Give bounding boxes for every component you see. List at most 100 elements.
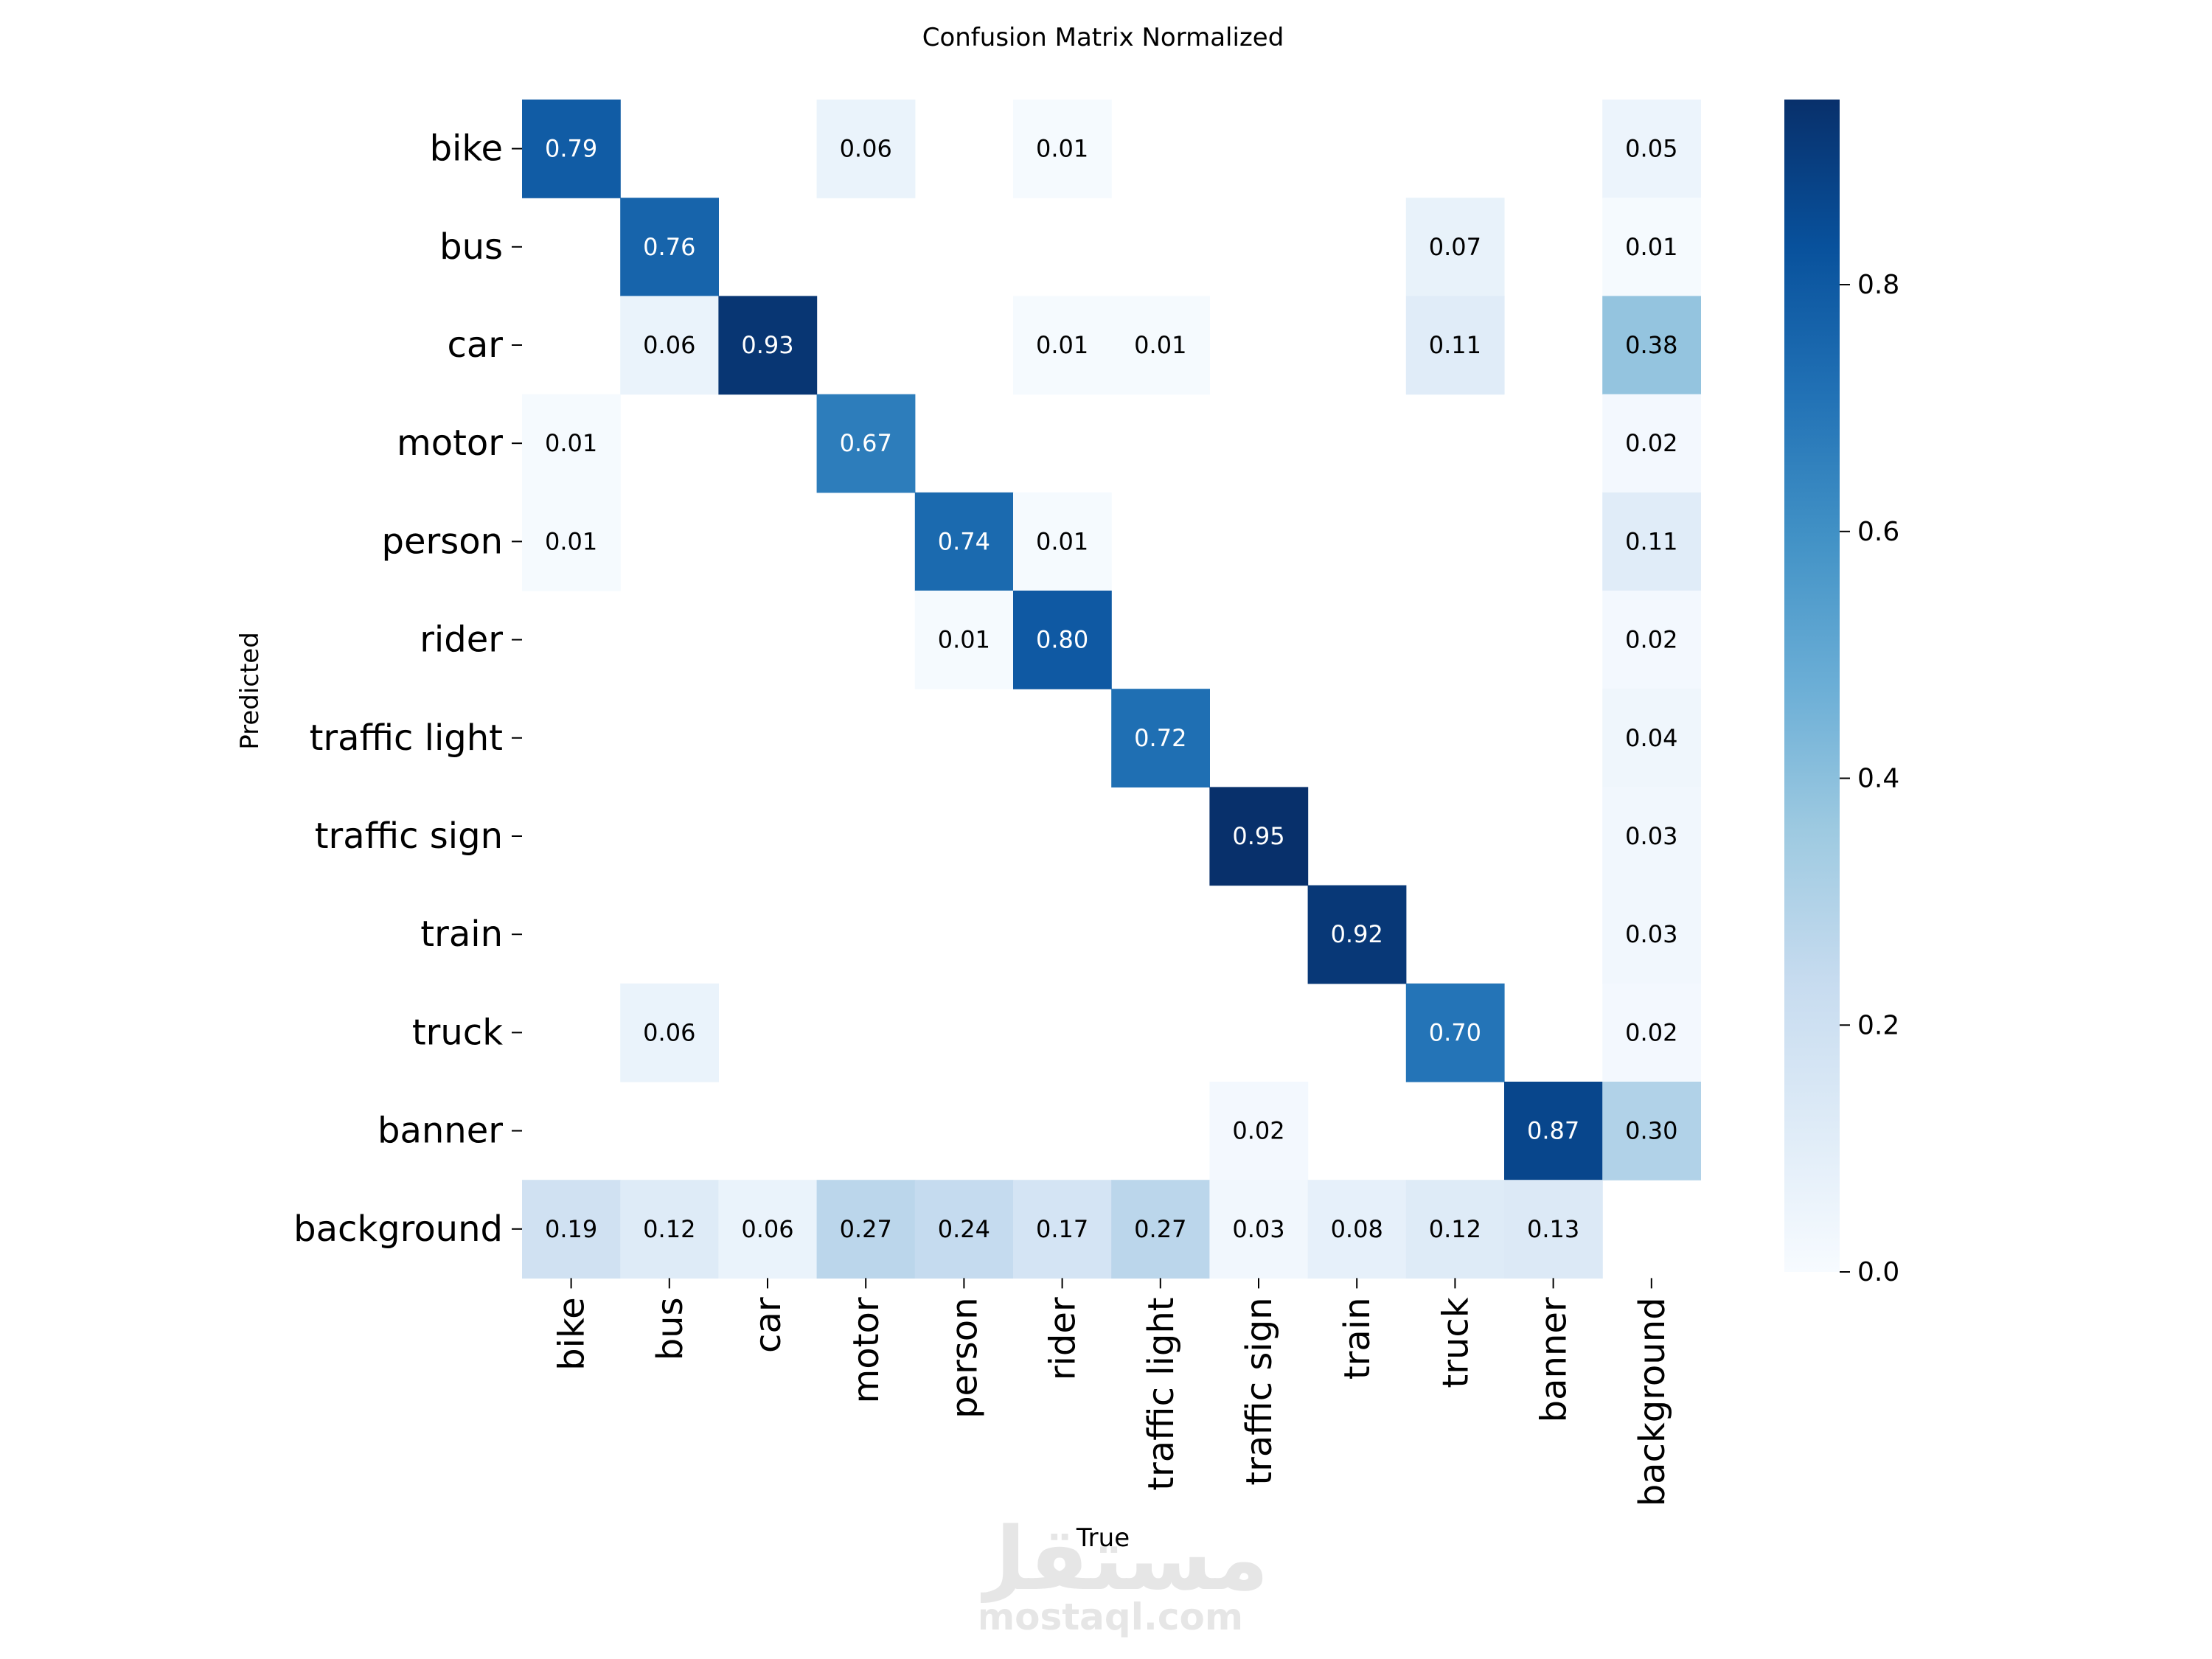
heatmap-cell: [1602, 787, 1701, 886]
heatmap-cell-label: 0.02: [1232, 1117, 1284, 1145]
y-tick-label: motor: [397, 422, 503, 464]
x-tick-label: bike: [552, 1297, 593, 1370]
heatmap-cells: [522, 100, 1701, 1279]
heatmap-cell: [816, 100, 916, 198]
mostaql-watermark: مستقل mostaql.com: [981, 1508, 1269, 1638]
watermark-logo-text: مستقل: [981, 1508, 1269, 1610]
y-tick-label: car: [447, 324, 503, 366]
heatmap-cell-label: 0.01: [1625, 233, 1677, 261]
y-tick-label: rider: [420, 619, 503, 661]
heatmap-cell-label: 0.76: [643, 233, 695, 261]
heatmap-cell: [1111, 296, 1210, 395]
heatmap-cell: [1504, 1180, 1603, 1279]
heatmap-cell-label: 0.93: [741, 331, 793, 359]
x-tick-label: person: [944, 1297, 985, 1419]
heatmap-cell-label: 0.30: [1625, 1117, 1677, 1145]
heatmap-cell: [1602, 983, 1701, 1082]
y-tick-label: banner: [378, 1110, 503, 1152]
heatmap-cell: [816, 1180, 916, 1279]
heatmap-cell-label: 0.01: [545, 527, 597, 555]
x-tick-label: truck: [1435, 1297, 1476, 1388]
heatmap-cell-label: 0.01: [1036, 331, 1088, 359]
heatmap-cell-label: 0.01: [1036, 135, 1088, 163]
x-tick-label: background: [1632, 1297, 1673, 1506]
colorbar-tick-label: 0.2: [1857, 1010, 1899, 1040]
heatmap-cell-label: 0.02: [1625, 626, 1677, 654]
heatmap-cell-label: 0.01: [1036, 527, 1088, 555]
heatmap-cell: [1602, 100, 1701, 198]
heatmap-cell-label: 0.92: [1331, 920, 1383, 948]
watermark-site-text: mostaql.com: [981, 1596, 1243, 1638]
heatmap-cell: [1111, 1180, 1210, 1279]
x-axis-title: True: [1076, 1523, 1130, 1553]
colorbar-ticks: 0.0 0.2 0.4 0.6 0.8: [1840, 270, 1899, 1287]
heatmap-cell-label: 0.67: [840, 429, 892, 457]
heatmap-cell-label: 0.74: [938, 527, 990, 555]
heatmap-cell-label: 0.03: [1625, 822, 1677, 850]
heatmap-cell: [1602, 689, 1701, 787]
heatmap-cell-label: 0.72: [1134, 724, 1186, 752]
heatmap-cell-label: 0.11: [1429, 331, 1481, 359]
heatmap-cell: [1209, 1180, 1309, 1279]
heatmap-cell: [1405, 1180, 1505, 1279]
x-tick-label: traffic sign: [1239, 1297, 1280, 1485]
heatmap-cell-label: 0.27: [840, 1215, 892, 1243]
y-tick-label: bus: [439, 226, 503, 268]
colorbar-tick-label: 0.0: [1857, 1257, 1899, 1287]
y-tick-label: train: [420, 914, 503, 955]
heatmap-cell-label: 0.07: [1429, 233, 1481, 261]
y-tick-label: truck: [412, 1012, 503, 1053]
heatmap-cell: [522, 492, 621, 591]
heatmap-cell-labels: 0.79 0.06 0.01 0.05 0.76 0.07 0.01 0.06 0.93 0.01…: [545, 135, 1677, 1243]
heatmap-cell: [620, 1180, 719, 1279]
heatmap-cell: [1405, 983, 1505, 1082]
heatmap-cell-label: 0.01: [938, 626, 990, 654]
heatmap-cell-label: 0.19: [545, 1215, 597, 1243]
heatmap-cell-label: 0.06: [840, 135, 892, 163]
heatmap-cell-label: 0.87: [1527, 1117, 1579, 1145]
heatmap-cell: [1602, 296, 1701, 395]
heatmap-cell-label: 0.06: [741, 1215, 793, 1243]
colorbar: [1784, 100, 1840, 1272]
heatmap-cell: [1602, 394, 1701, 493]
heatmap-cell: [1013, 591, 1112, 689]
heatmap-cell: [914, 492, 1014, 591]
heatmap-cell-label: 0.08: [1331, 1215, 1383, 1243]
heatmap-cell-label: 0.05: [1625, 135, 1677, 163]
heatmap-cell-label: 0.02: [1625, 1018, 1677, 1046]
x-axis: bike bus car motor person rider traffic light t…: [552, 1278, 1673, 1506]
heatmap-cell-label: 0.11: [1625, 527, 1677, 555]
heatmap-cell-label: 0.02: [1625, 429, 1677, 457]
x-tick-label: rider: [1043, 1297, 1084, 1380]
colorbar-tick-label: 0.8: [1857, 270, 1899, 300]
heatmap-cell-label: 0.01: [545, 429, 597, 457]
heatmap-cell-label: 0.03: [1232, 1215, 1284, 1243]
heatmap-cell: [1504, 1082, 1603, 1180]
heatmap-cell: [718, 1180, 818, 1279]
heatmap-cell: [522, 1180, 621, 1279]
heatmap-cell-label: 0.79: [545, 135, 597, 163]
heatmap-cell-label: 0.38: [1625, 331, 1677, 359]
heatmap-cell-label: 0.70: [1429, 1018, 1481, 1046]
heatmap-cell: [522, 394, 621, 493]
heatmap-cell: [1307, 885, 1407, 984]
y-axis: bike bus car motor person rider traffic light t…: [293, 128, 522, 1250]
y-tick-label: person: [381, 521, 503, 562]
heatmap-cell-label: 0.06: [643, 1018, 695, 1046]
heatmap-cell: [522, 100, 621, 198]
colorbar-tick-label: 0.6: [1857, 517, 1899, 547]
y-axis-title: Predicted: [235, 632, 265, 750]
x-tick-label: traffic light: [1141, 1297, 1182, 1490]
heatmap-cell-label: 0.13: [1527, 1215, 1579, 1243]
heatmap-cell: [718, 296, 818, 395]
heatmap-cell: [1602, 198, 1701, 296]
colorbar-tick-label: 0.4: [1857, 764, 1899, 794]
heatmap-cell: [620, 198, 719, 296]
heatmap-cell: [816, 394, 916, 493]
y-tick-label: traffic light: [310, 717, 503, 759]
heatmap-cell-label: 0.04: [1625, 724, 1677, 752]
heatmap-cell-label: 0.12: [643, 1215, 695, 1243]
heatmap-cell: [1405, 296, 1505, 395]
heatmap-cell: [1013, 1180, 1112, 1279]
